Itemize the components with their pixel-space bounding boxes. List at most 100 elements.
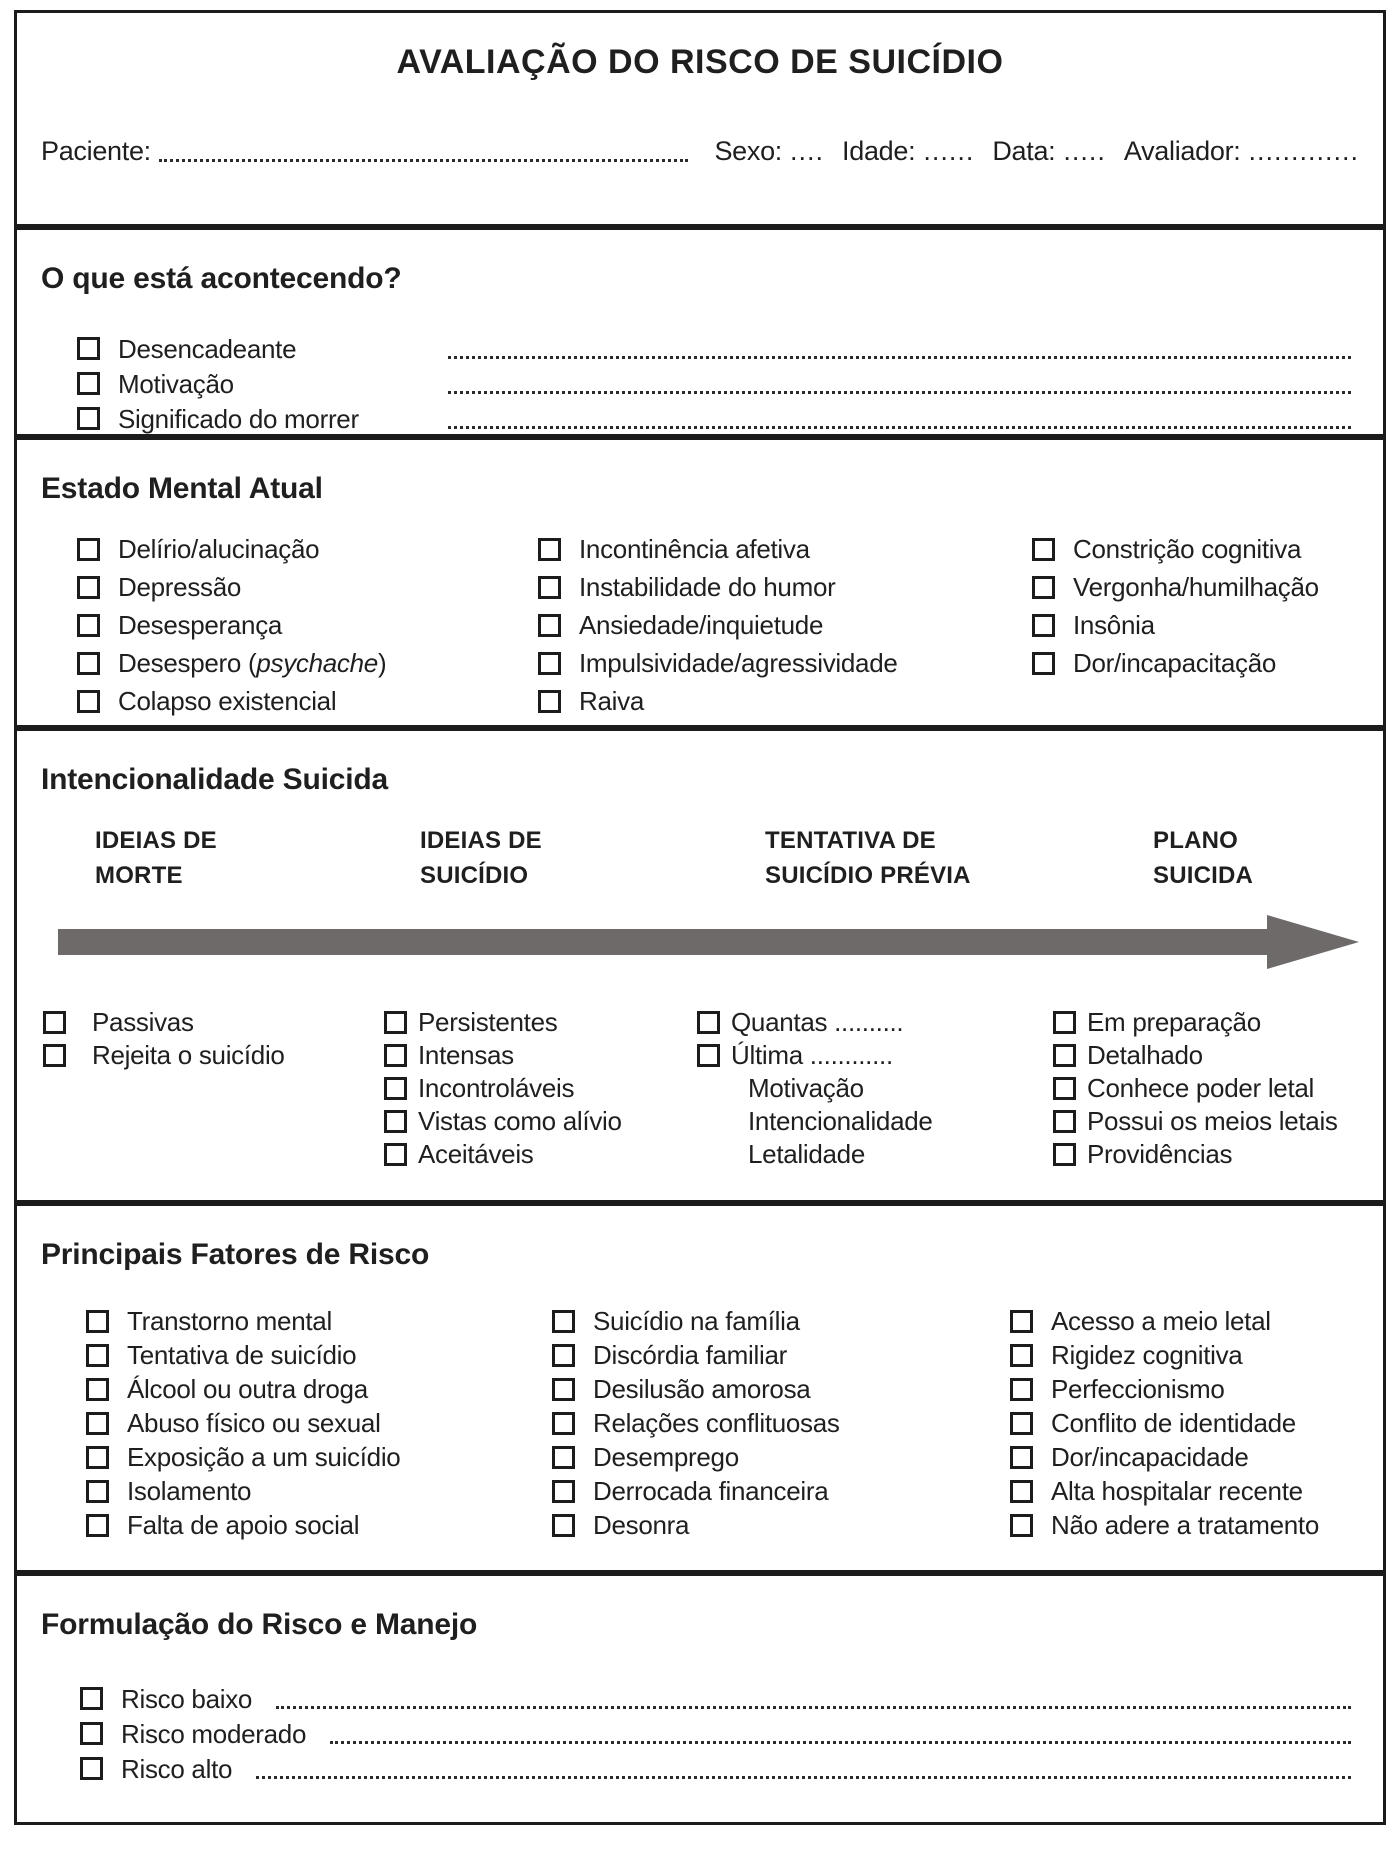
stage-line2: SUICÍDIO PRÉVIA — [765, 862, 971, 889]
fill-line[interactable] — [276, 1705, 1351, 1709]
checkbox-label: Instabilidade do humor — [579, 572, 836, 602]
idade-field[interactable]: ...... — [923, 136, 975, 166]
checkbox[interactable] — [1053, 1043, 1076, 1067]
checkbox-row: Insônia — [1032, 610, 1359, 640]
fill-line[interactable] — [330, 1740, 1351, 1744]
checkbox[interactable] — [1010, 1343, 1033, 1367]
checkbox-label: Não adere a tratamento — [1051, 1510, 1320, 1540]
checkbox[interactable] — [697, 1043, 720, 1067]
checkbox[interactable] — [1032, 575, 1055, 599]
data-field[interactable]: ..... — [1063, 136, 1106, 166]
checkbox[interactable] — [552, 1445, 575, 1469]
checkbox[interactable] — [77, 407, 100, 430]
checkbox-label: Raiva — [579, 686, 644, 716]
checkbox[interactable] — [697, 1010, 720, 1034]
checkbox[interactable] — [538, 537, 561, 561]
checkbox-label: Quantas .......... — [731, 1007, 904, 1037]
paciente-field[interactable] — [158, 158, 689, 162]
fill-line[interactable] — [448, 390, 1351, 394]
stage-line2: SUICÍDIO — [420, 862, 529, 889]
checkbox[interactable] — [1010, 1377, 1033, 1401]
checkbox[interactable] — [1010, 1445, 1033, 1469]
checkbox[interactable] — [552, 1513, 575, 1537]
checkbox-label: Delírio/alucinação — [118, 534, 320, 564]
checkbox[interactable] — [1032, 651, 1055, 675]
checkbox[interactable] — [1010, 1513, 1033, 1537]
checkbox[interactable] — [552, 1377, 575, 1401]
checkbox[interactable] — [77, 372, 100, 395]
sub-item: Motivação — [748, 1073, 864, 1103]
checkbox-label: Conhece poder letal — [1087, 1073, 1315, 1103]
section-heading: Intencionalidade Suicida — [41, 763, 388, 796]
checkbox[interactable] — [77, 689, 100, 713]
checkbox[interactable] — [86, 1445, 109, 1469]
checkbox[interactable] — [1053, 1142, 1076, 1166]
checkbox-label: Acesso a meio letal — [1051, 1306, 1271, 1336]
checkbox[interactable] — [552, 1343, 575, 1367]
checkbox[interactable] — [538, 689, 561, 713]
avaliador-label: Avaliador: — [1123, 136, 1241, 166]
checkbox[interactable] — [538, 575, 561, 599]
checkbox[interactable] — [80, 1722, 103, 1745]
risk-col-1: Transtorno mental Tentativa de suicídio … — [86, 1306, 552, 1544]
checkbox[interactable] — [538, 613, 561, 637]
checkbox[interactable] — [384, 1043, 407, 1067]
checkbox[interactable] — [43, 1010, 66, 1034]
checkbox[interactable] — [384, 1010, 407, 1034]
fill-line[interactable] — [448, 425, 1351, 429]
checkbox-label: Desemprego — [593, 1442, 739, 1472]
checkbox[interactable] — [384, 1076, 407, 1100]
fill-line[interactable] — [256, 1775, 1351, 1779]
checkbox[interactable] — [86, 1377, 109, 1401]
checkbox[interactable] — [384, 1142, 407, 1166]
checkbox-row: Colapso existencial — [77, 686, 538, 716]
checkbox[interactable] — [1010, 1411, 1033, 1435]
checkbox[interactable] — [1032, 537, 1055, 561]
checkbox[interactable] — [1053, 1010, 1076, 1034]
checkbox[interactable] — [86, 1479, 109, 1503]
stage-line1: TENTATIVA DE — [765, 827, 936, 854]
checkbox[interactable] — [86, 1411, 109, 1435]
checkbox[interactable] — [1053, 1109, 1076, 1133]
stage-line2: MORTE — [95, 862, 183, 889]
checkbox[interactable] — [384, 1109, 407, 1133]
checkbox-row: Significado do morrer — [77, 404, 1359, 434]
checkbox[interactable] — [1032, 613, 1055, 637]
checkbox[interactable] — [538, 651, 561, 675]
checkbox[interactable] — [552, 1411, 575, 1435]
checkbox[interactable] — [86, 1309, 109, 1333]
section-risk-formulation: Formulação do Risco e Manejo Risco baixo… — [14, 1573, 1386, 1825]
checkbox[interactable] — [552, 1479, 575, 1503]
checkbox[interactable] — [80, 1757, 103, 1780]
checkbox[interactable] — [80, 1687, 103, 1710]
checkbox[interactable] — [77, 337, 100, 360]
page-title: AVALIAÇÃO DO RISCO DE SUICÍDIO — [396, 43, 1004, 81]
checkbox[interactable] — [86, 1343, 109, 1367]
checkbox-row: Desesperança — [77, 610, 538, 640]
intent-col-3: Quantas .......... Última ............ M… — [697, 1007, 1053, 1172]
checkbox-row: Falta de apoio social — [86, 1510, 552, 1540]
checkbox[interactable] — [86, 1513, 109, 1537]
fill-line[interactable] — [448, 355, 1351, 359]
checkbox-label: Desilusão amorosa — [593, 1374, 811, 1404]
checkbox[interactable] — [1010, 1309, 1033, 1333]
checkbox-row: Impulsividade/agressividade — [538, 648, 1032, 678]
checkbox[interactable] — [77, 613, 100, 637]
sexo-field[interactable]: .... — [790, 136, 825, 166]
progression-arrow — [58, 915, 1359, 969]
checkbox[interactable] — [1010, 1479, 1033, 1503]
checkbox[interactable] — [77, 575, 100, 599]
checkbox-row: Isolamento — [86, 1476, 552, 1506]
checkbox[interactable] — [77, 537, 100, 561]
checkbox-label: Risco moderado — [121, 1719, 307, 1749]
checkbox-row: Constrição cognitiva — [1032, 534, 1359, 564]
checkbox[interactable] — [1053, 1076, 1076, 1100]
checkbox-label: Vergonha/humilhação — [1073, 572, 1319, 602]
checkbox[interactable] — [552, 1309, 575, 1333]
stage-line1: IDEIAS DE — [420, 827, 542, 854]
checkbox-row: Intensas — [384, 1040, 697, 1070]
checkbox[interactable] — [43, 1043, 66, 1067]
checkbox[interactable] — [77, 651, 100, 675]
checkbox-row: Acesso a meio letal — [1010, 1306, 1359, 1336]
avaliador-field[interactable]: ............. — [1248, 136, 1359, 166]
